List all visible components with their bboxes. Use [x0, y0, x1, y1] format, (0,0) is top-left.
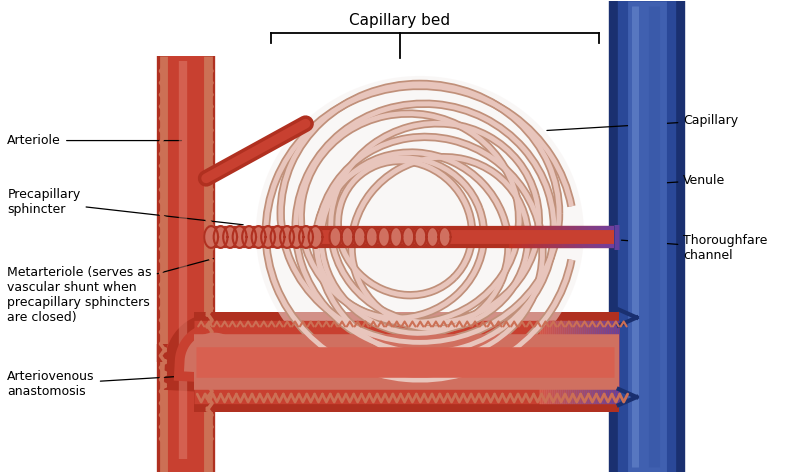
Polygon shape: [366, 227, 378, 247]
Polygon shape: [242, 226, 256, 248]
Polygon shape: [290, 226, 303, 248]
Polygon shape: [390, 227, 402, 247]
Polygon shape: [214, 226, 227, 248]
Polygon shape: [280, 226, 294, 248]
Text: Precapillary
sphincter: Precapillary sphincter: [7, 188, 243, 225]
Polygon shape: [330, 227, 342, 247]
Polygon shape: [342, 227, 354, 247]
Polygon shape: [233, 226, 246, 248]
Polygon shape: [378, 227, 390, 247]
Polygon shape: [299, 226, 313, 248]
Text: Thoroughfare
channel: Thoroughfare channel: [622, 234, 768, 262]
Text: Metarteriole (serves as
vascular shunt when
precapillary sphincters
are closed): Metarteriole (serves as vascular shunt w…: [7, 259, 214, 324]
Polygon shape: [439, 227, 450, 247]
Text: Arteriole: Arteriole: [7, 134, 182, 147]
Polygon shape: [414, 227, 426, 247]
Ellipse shape: [256, 76, 584, 390]
Polygon shape: [426, 227, 438, 247]
Polygon shape: [402, 227, 414, 247]
Polygon shape: [261, 226, 275, 248]
Text: Capillary bed: Capillary bed: [350, 13, 450, 28]
Polygon shape: [252, 226, 266, 248]
Polygon shape: [309, 226, 322, 248]
Text: Capillary: Capillary: [547, 114, 738, 131]
Polygon shape: [204, 226, 218, 248]
Polygon shape: [223, 226, 237, 248]
Polygon shape: [354, 227, 366, 247]
Text: Arteriovenous
anastomosis: Arteriovenous anastomosis: [7, 370, 263, 398]
Text: Venule: Venule: [630, 174, 726, 187]
Polygon shape: [270, 226, 285, 248]
